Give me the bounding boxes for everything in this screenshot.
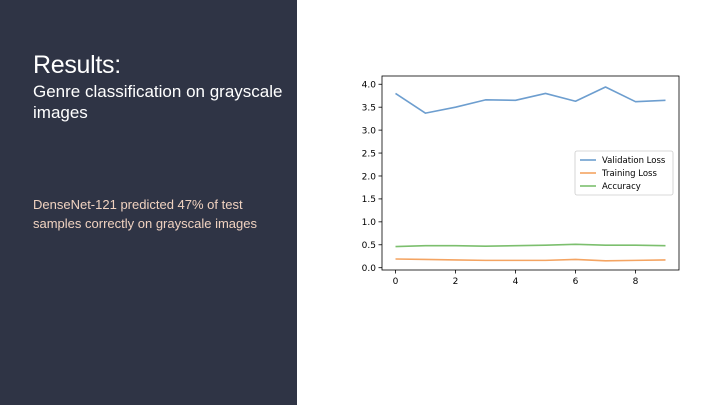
chart-container: 0.0 0.5 1.0 1.5 2.0 2.5 3.0 3.5 4.0 0 2 4 6 8 Validati… [352, 70, 692, 290]
y-tick-label: 2.5 [362, 149, 376, 159]
left-panel [0, 0, 297, 405]
x-tick-label: 6 [573, 277, 579, 287]
y-tick-label: 0.0 [362, 264, 377, 274]
slide-body-text: DenseNet-121 predicted 47% of test sampl… [33, 197, 257, 231]
x-tick-label: 8 [633, 277, 639, 287]
x-tick-label: 4 [513, 277, 519, 287]
slide-subtitle: Genre classification on grayscale images [33, 82, 283, 122]
y-tick-label: 1.0 [362, 218, 377, 228]
slide-title: Results: [33, 51, 121, 79]
x-tick-label: 2 [453, 277, 459, 287]
line-chart: 0.0 0.5 1.0 1.5 2.0 2.5 3.0 3.5 4.0 0 2 4 6 8 Validati… [362, 75, 680, 287]
legend-box [574, 150, 674, 196]
y-tick-label: 1.5 [362, 195, 376, 205]
y-tick-label: 2.0 [362, 172, 377, 182]
legend-label-validation-loss: Validation Loss [602, 156, 666, 166]
series-line-training-loss [395, 258, 666, 262]
y-tick-label: 3.0 [362, 126, 377, 136]
y-tick-label: 0.5 [362, 241, 376, 251]
x-tick-label: 0 [393, 277, 399, 287]
y-tick-label: 4.0 [362, 81, 377, 91]
legend-label-training-loss: Training Loss [601, 169, 657, 179]
y-tick-label: 3.5 [362, 103, 376, 113]
series-line-validation-loss [395, 86, 666, 114]
legend-label-accuracy: Accuracy [602, 182, 641, 192]
series-line-accuracy [395, 243, 666, 248]
